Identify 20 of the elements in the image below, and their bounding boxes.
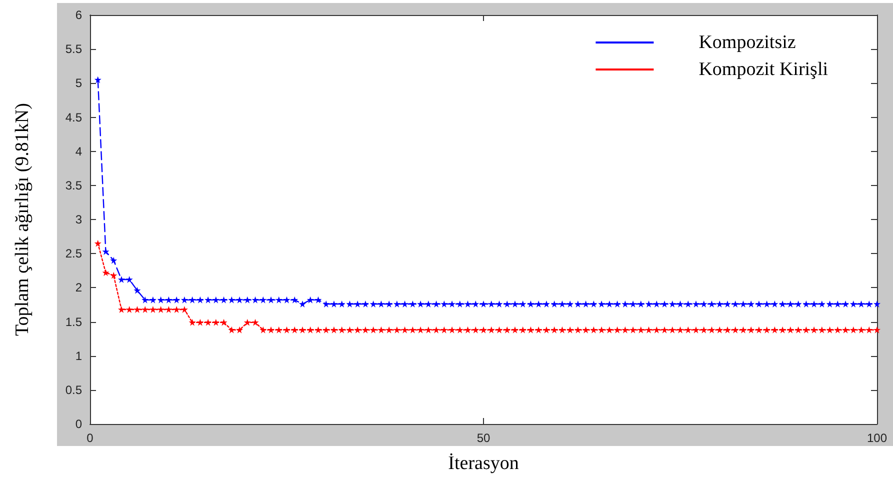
legend-label: Kompozit Kirişli — [698, 59, 828, 80]
y-tick-label: 0 — [75, 417, 82, 431]
x-tick-label: 0 — [86, 431, 94, 445]
y-tick-label: 2 — [75, 280, 82, 295]
y-tick-label: 5.5 — [65, 42, 82, 56]
x-tick-label: 50 — [476, 431, 490, 445]
y-tick-label: 0.5 — [65, 382, 82, 397]
x-axis-title: İterasyon — [448, 453, 520, 474]
y-tick-label: 1 — [75, 348, 82, 363]
y-axis-title: Toplam çelik ağırlığı (9.81kN) — [12, 103, 33, 336]
y-tick-label: 4 — [75, 144, 82, 158]
y-tick-label: 1.5 — [65, 314, 82, 329]
y-tick-label: 3.5 — [65, 178, 82, 192]
y-tick-label: 4.5 — [65, 110, 82, 124]
y-tick-label: 3 — [75, 212, 82, 226]
y-tick-label: 6 — [75, 8, 82, 22]
y-tick-label: 2.5 — [65, 246, 82, 261]
legend-label: Kompozitsiz — [698, 32, 796, 53]
x-tick-label: 100 — [866, 431, 888, 445]
y-tick-label: 5 — [75, 76, 82, 90]
